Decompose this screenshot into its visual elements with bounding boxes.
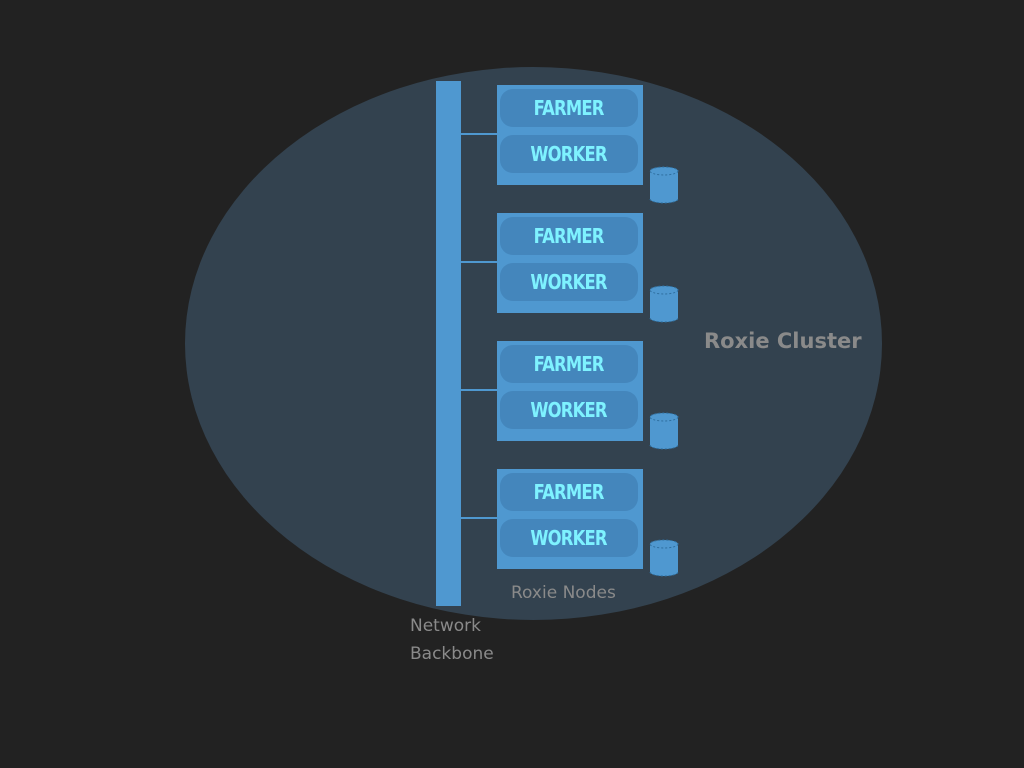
- farmer-process: FARMER: [500, 89, 638, 127]
- backbone-connector-1: [461, 133, 497, 135]
- roxie-node-2: FARMER WORKER: [497, 213, 643, 313]
- nodes-label: Roxie Nodes: [511, 583, 616, 603]
- farmer-process: FARMER: [500, 217, 638, 255]
- database-cylinder-icon: [649, 166, 679, 204]
- roxie-node-1: FARMER WORKER: [497, 85, 643, 185]
- backbone-label-line-1: Network: [410, 616, 481, 636]
- worker-process: WORKER: [500, 135, 638, 173]
- backbone-label: Network Backbone: [410, 612, 550, 668]
- roxie-node-4: FARMER WORKER: [497, 469, 643, 569]
- worker-process: WORKER: [500, 391, 638, 429]
- farmer-process: FARMER: [500, 345, 638, 383]
- backbone-label-line-2: Backbone: [410, 644, 494, 664]
- database-cylinder-icon: [649, 285, 679, 323]
- network-backbone-bar: [436, 81, 461, 606]
- backbone-connector-2: [461, 261, 497, 263]
- database-cylinder-icon: [649, 412, 679, 450]
- roxie-node-3: FARMER WORKER: [497, 341, 643, 441]
- database-cylinder-icon: [649, 539, 679, 577]
- worker-process: WORKER: [500, 519, 638, 557]
- backbone-connector-3: [461, 389, 497, 391]
- cluster-label: Roxie Cluster: [704, 329, 862, 353]
- backbone-connector-4: [461, 517, 497, 519]
- worker-process: WORKER: [500, 263, 638, 301]
- farmer-process: FARMER: [500, 473, 638, 511]
